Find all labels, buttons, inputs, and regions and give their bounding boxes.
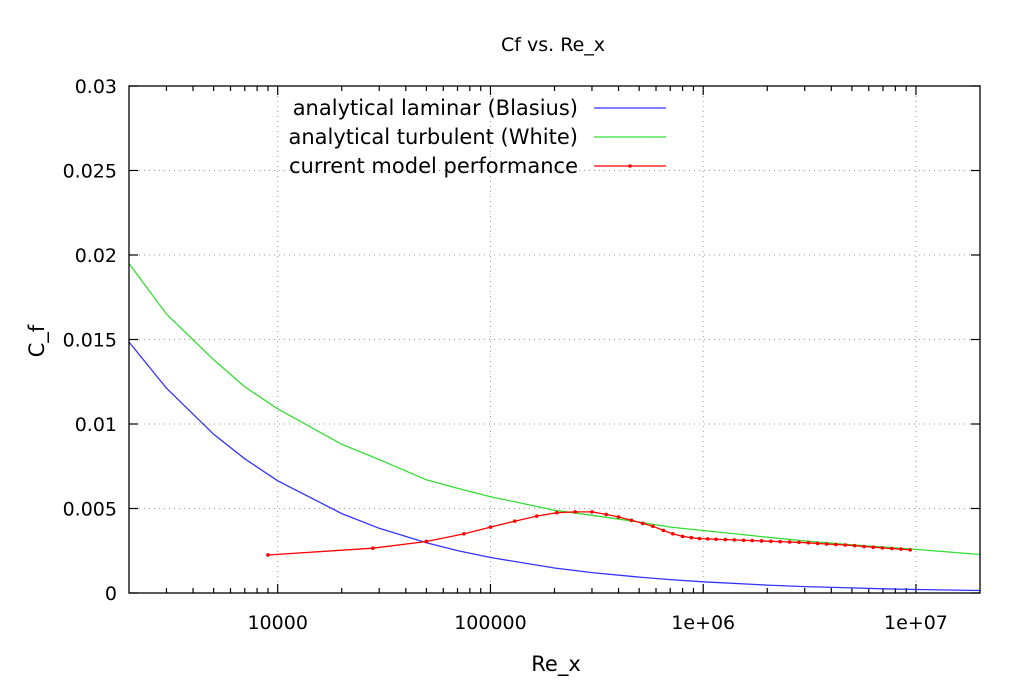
legend: analytical laminar (Blasius) analytical t… — [288, 96, 666, 178]
series-point — [852, 543, 857, 548]
series-point — [908, 548, 913, 552]
series-point — [590, 510, 594, 514]
y-axis-label: C_f — [25, 324, 50, 357]
y-tick-label: 0.005 — [63, 499, 117, 521]
series-point — [616, 515, 621, 519]
x-tick-label: 100000 — [454, 612, 527, 634]
plot-frame — [128, 85, 981, 594]
series-group — [129, 263, 980, 592]
y-tick-label: 0 — [105, 583, 117, 605]
x-tick-label: 1e+07 — [884, 612, 948, 634]
series-point — [629, 518, 634, 523]
legend-label: analytical turbulent (White) — [288, 125, 578, 149]
series-point — [512, 519, 517, 523]
tick-labels: 0 0.005 0.01 0.015 0.02 0.025 0.03 10000 100000 1… — [63, 76, 948, 634]
series-point — [705, 537, 710, 541]
series-point — [732, 538, 737, 542]
series-point — [371, 546, 375, 551]
series-point — [750, 538, 755, 543]
x-axis-label: Re_x — [531, 652, 581, 677]
y-tick-label: 0.01 — [75, 414, 117, 436]
series-point — [680, 534, 685, 539]
y-tick-label: 0.015 — [63, 330, 117, 352]
legend-label: analytical laminar (Blasius) — [293, 96, 578, 120]
plot-area — [129, 263, 980, 592]
series-point — [723, 537, 728, 542]
series-point — [671, 532, 675, 536]
series-point — [462, 532, 466, 536]
y-tick-label: 0.03 — [75, 76, 117, 98]
series-point — [899, 547, 903, 551]
series-point — [266, 553, 270, 557]
series-point — [534, 514, 539, 518]
series-point — [880, 546, 885, 550]
series-point — [640, 521, 645, 526]
series-point — [689, 535, 694, 540]
series-point — [573, 510, 577, 514]
series-point — [554, 510, 559, 515]
series-point — [815, 541, 820, 546]
legend-label: current model performance — [289, 154, 578, 178]
series-point — [862, 544, 866, 549]
series-point — [824, 542, 829, 546]
series-line-1 — [129, 341, 980, 592]
x-tick-label: 1e+06 — [671, 612, 735, 634]
y-tick-label: 0.025 — [63, 161, 117, 183]
series-point — [604, 512, 609, 517]
series-line-2 — [129, 263, 980, 556]
grid — [129, 86, 980, 593]
series-point — [797, 540, 801, 545]
series-line-3 — [267, 511, 911, 556]
series-point — [787, 540, 792, 544]
series-point — [806, 541, 811, 545]
series-point — [651, 524, 655, 529]
series-point — [697, 536, 702, 541]
x-tick-label: 10000 — [247, 612, 307, 634]
series-point — [778, 539, 782, 544]
series-point — [843, 543, 848, 547]
series-point — [714, 537, 718, 542]
y-tick-label: 0.02 — [75, 245, 117, 267]
legend-marker — [628, 164, 632, 168]
chart-title: Cf vs. Re_x — [501, 34, 605, 56]
series-point — [741, 538, 746, 543]
series-point — [890, 546, 894, 551]
series-point — [424, 539, 429, 544]
series-point — [871, 545, 876, 550]
series-point — [661, 528, 666, 533]
series-point — [769, 539, 773, 544]
series-point — [488, 525, 493, 529]
series-point — [759, 539, 764, 543]
series-point — [834, 542, 838, 547]
